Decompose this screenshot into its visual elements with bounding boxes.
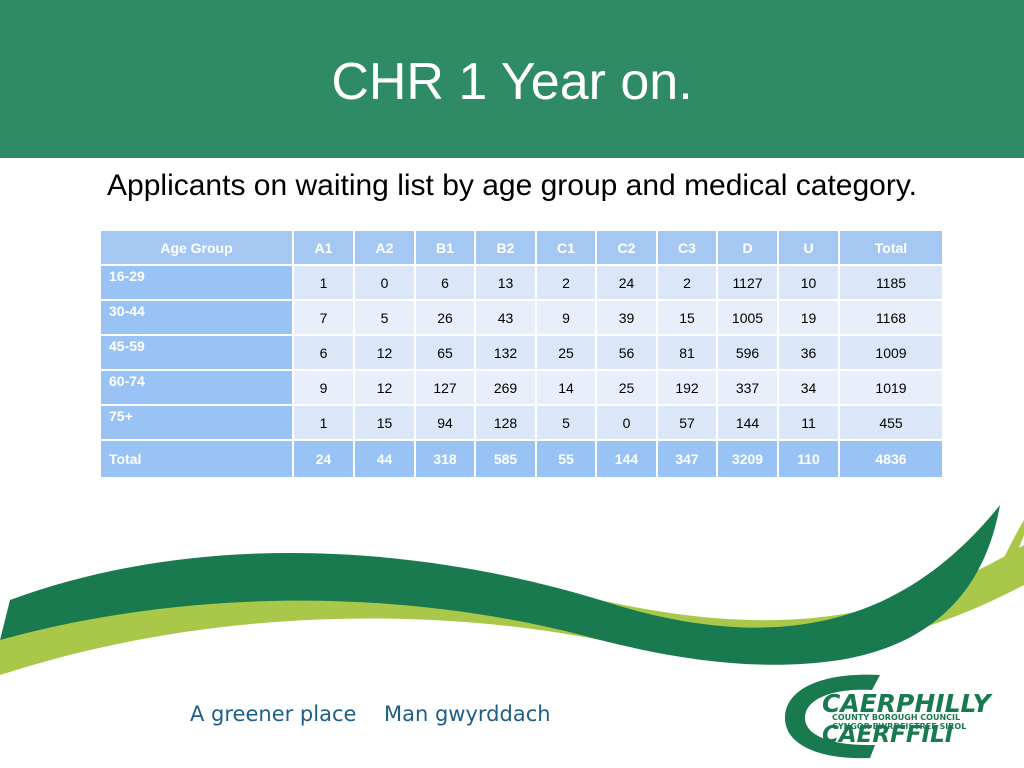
table-cell: 12	[355, 371, 414, 404]
row-header: 30-44	[101, 301, 292, 334]
logo-line: CYNGOR BWRDEISTREF SIROL	[832, 722, 966, 731]
total-cell: Total	[101, 441, 292, 477]
total-cell: 3209	[718, 441, 777, 477]
total-cell: 4836	[840, 441, 942, 477]
table-cell: 65	[416, 336, 474, 369]
table-cell: 2	[537, 266, 595, 299]
column-header: A1	[294, 231, 353, 264]
table-cell: 11	[779, 406, 838, 439]
table-cell: 9	[537, 301, 595, 334]
logo-name-en: CAERPHILLY	[822, 689, 994, 718]
table-row: 75+ 1 15 94 128 5 0 57 144 11 455	[101, 406, 942, 439]
table-cell: 1127	[718, 266, 777, 299]
table-cell: 36	[779, 336, 838, 369]
total-cell: 585	[476, 441, 535, 477]
row-header: 16-29	[101, 266, 292, 299]
swoosh-light	[0, 545, 1024, 675]
table-cell: 9	[294, 371, 353, 404]
table-cell: 6	[416, 266, 474, 299]
table-cell: 56	[597, 336, 656, 369]
table-cell: 39	[597, 301, 656, 334]
logo-line: COUNTY BOROUGH COUNCIL	[832, 713, 960, 722]
table-cell: 269	[476, 371, 535, 404]
table-cell: 1185	[840, 266, 942, 299]
total-cell: 24	[294, 441, 353, 477]
table-cell: 5	[537, 406, 595, 439]
column-header: B1	[416, 231, 474, 264]
column-header: A2	[355, 231, 414, 264]
table-cell: 15	[355, 406, 414, 439]
table-cell: 12	[355, 336, 414, 369]
table-cell: 455	[840, 406, 942, 439]
table-cell: 0	[597, 406, 656, 439]
title: CHR 1 Year on.	[331, 53, 693, 111]
table-cell: 10	[779, 266, 838, 299]
table-cell: 337	[718, 371, 777, 404]
table-cell: 132	[476, 336, 535, 369]
table-cell: 144	[718, 406, 777, 439]
table-row: 16-29 1 0 6 13 2 24 2 1127 10 1185	[101, 266, 942, 299]
table-cell: 1	[294, 406, 353, 439]
table-cell: 94	[416, 406, 474, 439]
table-cell: 596	[718, 336, 777, 369]
table-cell: 26	[416, 301, 474, 334]
table-cell: 43	[476, 301, 535, 334]
row-header: 60-74	[101, 371, 292, 404]
column-header: B2	[476, 231, 535, 264]
data-table: Age Group A1 A2 B1 B2 C1 C2 C3 D U Total 16-29 1 0 6 13…	[99, 229, 944, 479]
table-cell: 14	[537, 371, 595, 404]
slogan: Man gwyrddach	[384, 702, 551, 726]
table-cell: 25	[537, 336, 595, 369]
table-cell: 127	[416, 371, 474, 404]
table-row: 45-59 6 12 65 132 25 56 81 596 36 1009	[101, 336, 942, 369]
column-header: D	[718, 231, 777, 264]
total-cell: 44	[355, 441, 414, 477]
swoosh-tip	[960, 520, 1024, 610]
table-cell: 25	[597, 371, 656, 404]
table-cell: 1019	[840, 371, 942, 404]
table-cell: 2	[658, 266, 716, 299]
table-cell: 0	[355, 266, 414, 299]
column-header: Total	[840, 231, 942, 264]
row-header: 75+	[101, 406, 292, 439]
table-row: Age Group A1 A2 B1 B2 C1 C2 C3 D U Total	[101, 231, 942, 264]
column-header: C1	[537, 231, 595, 264]
swoosh-dark	[0, 505, 1000, 665]
table-row: Total 24 44 318 585 55 144 347 3209 110 4836	[101, 441, 942, 477]
total-cell: 318	[416, 441, 474, 477]
table-cell: 57	[658, 406, 716, 439]
subtitle: Applicants on waiting list by age group …	[107, 169, 917, 202]
logo: CAERPHILLY COUNTY BOROUGH COUNCIL CYNGOR…	[785, 674, 994, 759]
table-cell: 1005	[718, 301, 777, 334]
table-cell: 7	[294, 301, 353, 334]
table-cell: 5	[355, 301, 414, 334]
table-cell: 13	[476, 266, 535, 299]
total-cell: 110	[779, 441, 838, 477]
table-cell: 1168	[840, 301, 942, 334]
header-band: CHR 1 Year on.	[0, 0, 1024, 158]
column-header: U	[779, 231, 838, 264]
table-cell: 6	[294, 336, 353, 369]
table-cell: 34	[779, 371, 838, 404]
table-cell: 128	[476, 406, 535, 439]
table-cell: 81	[658, 336, 716, 369]
logo-name-cy: CAERFFILI	[822, 722, 954, 748]
total-cell: 55	[537, 441, 595, 477]
table-cell: 1009	[840, 336, 942, 369]
table-row: 30-44 7 5 26 43 9 39 15 1005 19 1168	[101, 301, 942, 334]
total-cell: 347	[658, 441, 716, 477]
row-header: 45-59	[101, 336, 292, 369]
total-cell: 144	[597, 441, 656, 477]
table-cell: 24	[597, 266, 656, 299]
column-header: Age Group	[101, 231, 292, 264]
column-header: C2	[597, 231, 656, 264]
column-header: C3	[658, 231, 716, 264]
table-cell: 1	[294, 266, 353, 299]
slogan: A greener place	[190, 702, 357, 726]
table-cell: 15	[658, 301, 716, 334]
table-cell: 192	[658, 371, 716, 404]
table-row: 60-74 9 12 127 269 14 25 192 337 34 1019	[101, 371, 942, 404]
table-cell: 19	[779, 301, 838, 334]
